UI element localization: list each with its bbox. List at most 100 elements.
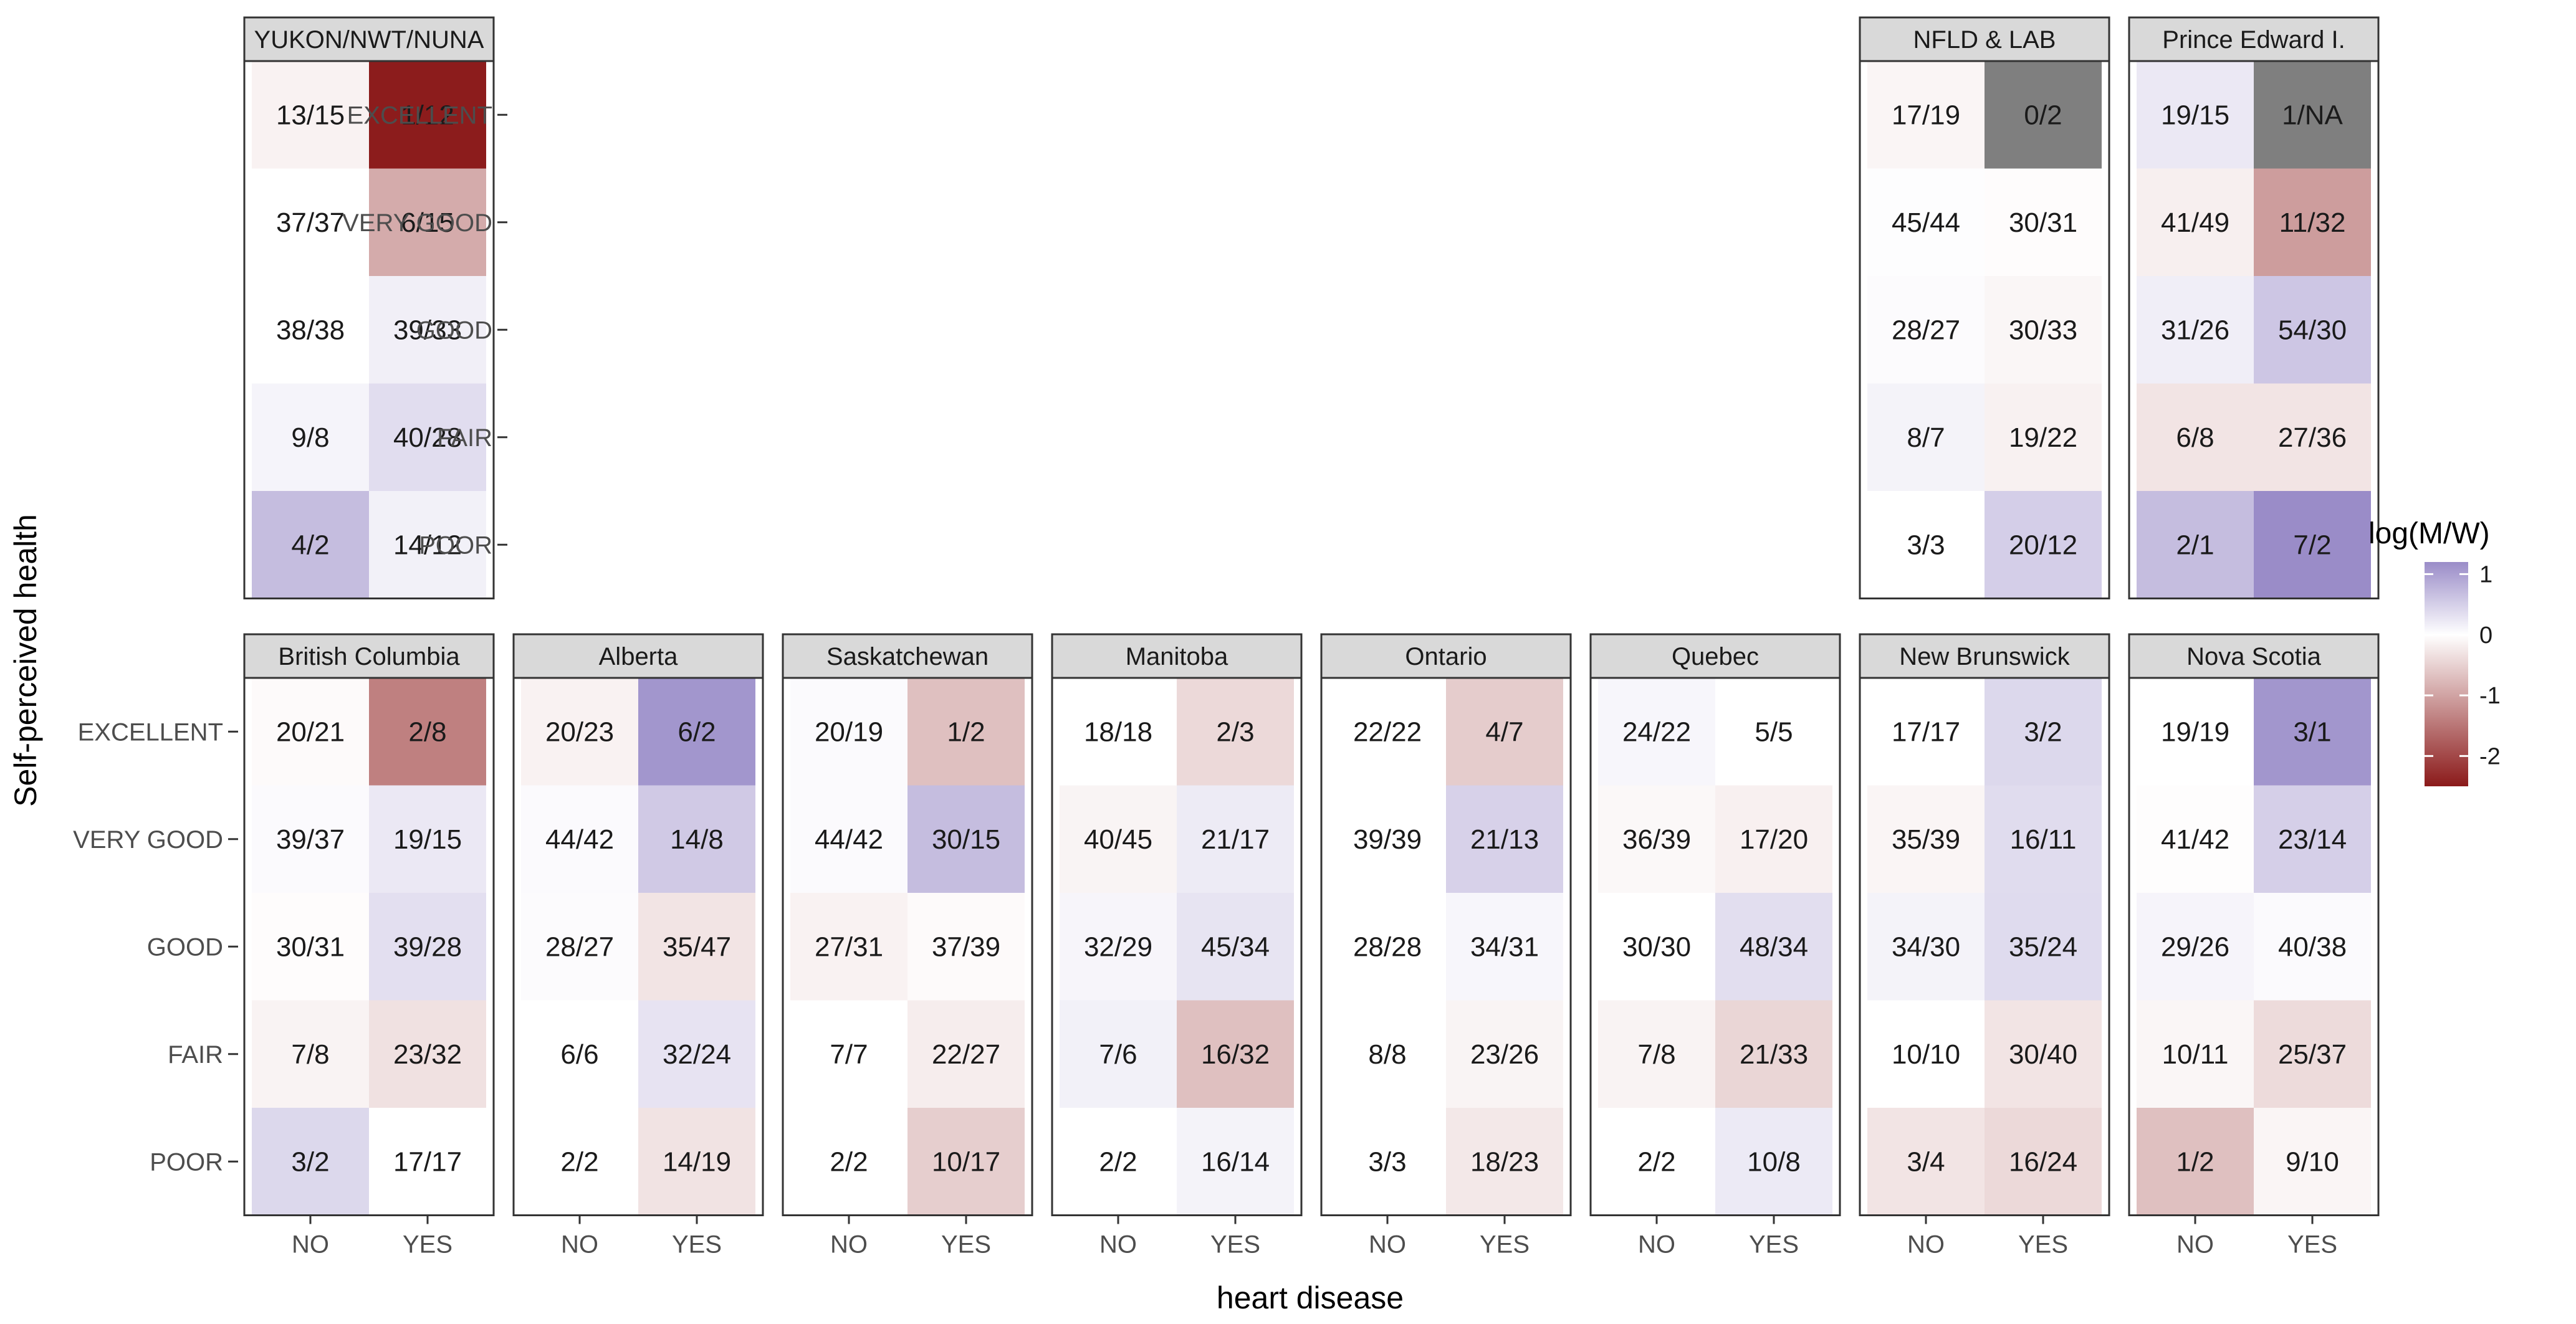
cell-label: 1/NA xyxy=(2282,100,2343,130)
heatmap-cell xyxy=(1985,168,2102,276)
heatmap-cell xyxy=(1177,893,1294,1001)
heatmap-cell xyxy=(1867,168,1985,276)
heatmap-cell xyxy=(369,1108,486,1216)
heatmap-cell xyxy=(2254,893,2371,1001)
cell-label: 30/31 xyxy=(2009,207,2077,238)
x-tick-label: NO xyxy=(1099,1231,1137,1259)
cell-label: 4/7 xyxy=(1485,717,1523,747)
cell-label: 54/30 xyxy=(2278,315,2347,345)
cell-label: 32/24 xyxy=(663,1039,731,1070)
heatmap-cell xyxy=(1329,1000,1446,1108)
cell-label: 14/8 xyxy=(670,824,724,855)
heatmap-cell xyxy=(521,678,638,786)
cell-label: 30/40 xyxy=(2009,1039,2077,1070)
cell-label: 28/27 xyxy=(1892,315,1960,345)
heatmap-cell xyxy=(1985,785,2102,893)
heatmap-cell xyxy=(252,383,369,491)
heatmap-cell xyxy=(1598,1000,1715,1108)
heatmap-cell xyxy=(2254,785,2371,893)
heatmap-cell xyxy=(1598,678,1715,786)
cell-label: 21/13 xyxy=(1470,824,1539,855)
heatmap-cell xyxy=(369,678,486,786)
heatmap-cell xyxy=(252,678,369,786)
cell-label: 2/2 xyxy=(1637,1146,1675,1177)
cell-label: 2/3 xyxy=(1216,717,1254,747)
heatmap-cell xyxy=(1867,491,1985,599)
heatmap-cell xyxy=(790,678,907,786)
heatmap-cell xyxy=(369,61,486,169)
heatmap-cell xyxy=(1867,383,1985,491)
x-tick-label: YES xyxy=(2287,1231,2337,1259)
heatmap-cell xyxy=(638,1000,755,1108)
facet-border xyxy=(1859,677,2110,1216)
heatmap-cell xyxy=(1715,1000,1832,1108)
cell-label: 30/33 xyxy=(2009,315,2077,345)
facet-strip-label: Nova Scotia xyxy=(2186,643,2321,670)
heatmap-cell xyxy=(790,893,907,1001)
heatmap-cell xyxy=(1329,678,1446,786)
cell-label: 19/15 xyxy=(2161,100,2229,130)
cell-label: 6/15 xyxy=(401,207,454,238)
heatmap-cell xyxy=(1598,893,1715,1001)
cell-label: 17/17 xyxy=(1892,717,1960,747)
heatmap-cell xyxy=(1867,1108,1985,1216)
facet-strip xyxy=(782,633,1033,679)
cell-label: 18/23 xyxy=(1470,1146,1539,1177)
heatmap-cell xyxy=(252,893,369,1001)
facet-strip-label: Manitoba xyxy=(1126,643,1228,670)
facet-border xyxy=(1589,677,1841,1216)
heatmap-cell xyxy=(2137,383,2254,491)
cell-label: 30/31 xyxy=(276,931,345,962)
heatmap-cell xyxy=(1867,785,1985,893)
facet-panel-new-brunswick: New Brunswick 17/17 3/2 35/39 16/11 34/30 35/2… xyxy=(1859,633,2110,1216)
heatmap-cell xyxy=(521,1108,638,1216)
cell-label: 39/37 xyxy=(276,824,345,855)
heatmap-cell xyxy=(1715,785,1832,893)
facet-strip-label: British Columbia xyxy=(278,643,460,670)
heatmap-cell xyxy=(907,1000,1025,1108)
heatmap-cell xyxy=(1060,785,1177,893)
facet-strip-label: Prince Edward I. xyxy=(2162,26,2345,54)
cell-label: 21/17 xyxy=(1201,824,1270,855)
cell-label: 7/2 xyxy=(2293,530,2331,560)
heatmap-cell xyxy=(907,893,1025,1001)
cell-label: 14/19 xyxy=(663,1146,731,1177)
cell-label: 23/32 xyxy=(393,1039,462,1070)
facet-border xyxy=(2128,677,2380,1216)
heatmap-cell xyxy=(1060,678,1177,786)
heatmap-cell xyxy=(369,383,486,491)
heatmap-cell xyxy=(252,491,369,599)
cell-label: 22/22 xyxy=(1353,717,1422,747)
x-tick-label: NO xyxy=(1638,1231,1675,1259)
y-tick-label: FAIR xyxy=(168,1041,223,1069)
cell-label: 17/19 xyxy=(1892,100,1960,130)
legend-title: log(M/W) xyxy=(2368,517,2490,550)
heatmap-cell xyxy=(1329,785,1446,893)
heatmap-cell xyxy=(1598,785,1715,893)
y-tick-label: VERY GOOD xyxy=(73,826,223,854)
legend-tick-label: 1 xyxy=(2479,561,2492,588)
cell-label: 3/1 xyxy=(2293,717,2331,747)
heatmap-cell xyxy=(1715,893,1832,1001)
cell-label: 14/12 xyxy=(393,530,462,560)
heatmap-cell xyxy=(1598,1108,1715,1216)
heatmap-cell xyxy=(907,678,1025,786)
cell-label: 19/22 xyxy=(2009,422,2077,453)
y-tick-label: GOOD xyxy=(416,317,492,344)
heatmap-cell xyxy=(1985,383,2102,491)
cell-label: 1/12 xyxy=(401,100,454,130)
heatmap-cell xyxy=(1985,61,2102,169)
heatmap-cell xyxy=(1867,678,1985,786)
heatmap-cell xyxy=(2254,678,2371,786)
heatmap-cell xyxy=(1985,491,2102,599)
cell-label: 2/1 xyxy=(2176,530,2214,560)
cell-label: 6/6 xyxy=(560,1039,598,1070)
heatmap-cell xyxy=(1985,1000,2102,1108)
cell-label: 39/28 xyxy=(393,931,462,962)
cell-label: 18/18 xyxy=(1084,717,1152,747)
cell-label: 28/28 xyxy=(1353,931,1422,962)
heatmap-cell xyxy=(252,61,369,169)
cell-label: 3/2 xyxy=(291,1146,329,1177)
heatmap-cell xyxy=(1329,1108,1446,1216)
heatmap-cell xyxy=(1715,1108,1832,1216)
